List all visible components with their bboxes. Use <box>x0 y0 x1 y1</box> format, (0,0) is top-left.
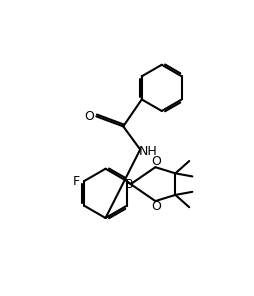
Text: F: F <box>73 175 80 188</box>
Text: B: B <box>125 178 134 191</box>
Text: O: O <box>84 110 94 123</box>
Text: NH: NH <box>138 144 157 157</box>
Text: O: O <box>151 155 161 168</box>
Text: O: O <box>151 200 161 213</box>
